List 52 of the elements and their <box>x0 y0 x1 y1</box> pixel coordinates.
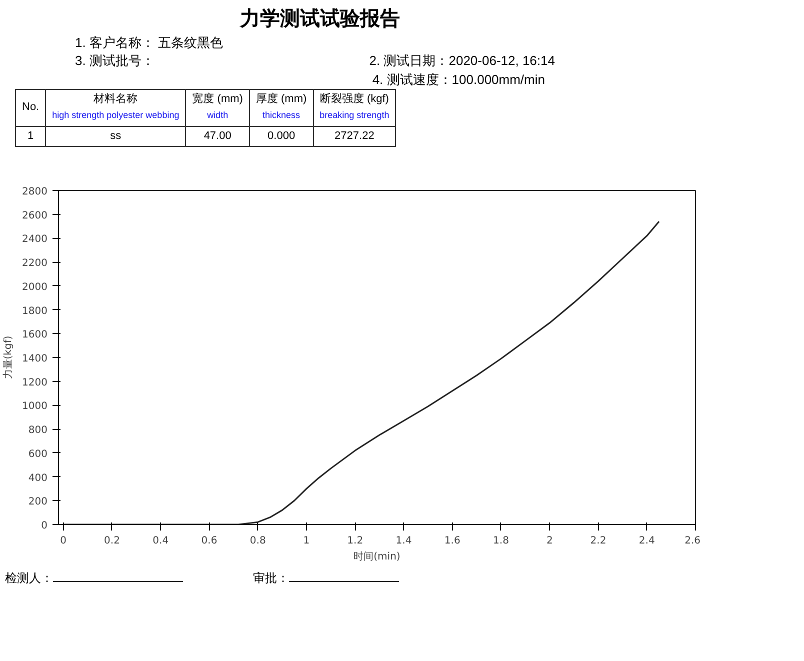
x-tick-label: 0 <box>60 536 67 546</box>
text: 2727.22 <box>313 126 396 147</box>
x-tick-label: 0.6 <box>201 536 218 546</box>
x-tick-label: 0.2 <box>104 536 120 546</box>
y-tick-label: 1800 <box>22 306 48 317</box>
y-tick-label: 1400 <box>22 354 48 364</box>
x-axis-title: 时间(min) <box>354 550 400 562</box>
x-tick-label: 1.6 <box>444 536 460 546</box>
text: 47.00 <box>186 126 250 147</box>
y-tick-label: 800 <box>28 425 48 436</box>
text: 断裂强度 (kgf) <box>320 93 389 106</box>
y-tick-label: 1000 <box>22 401 48 412</box>
x-tick-label: 2.4 <box>638 536 655 546</box>
y-tick-label: 600 <box>28 448 48 460</box>
x-tick-label: 2 <box>546 536 553 546</box>
chart-title: 力学测试试验报告 <box>238 7 401 32</box>
text: 1. 客户名称： 五条纹黑色 <box>75 34 224 52</box>
text: 3. 测试批号： <box>75 52 154 70</box>
text: 0.000 <box>249 126 314 147</box>
y-tick-label: 2000 <box>22 282 48 293</box>
text: 4. 测试速度：100.000mm/min <box>371 70 546 89</box>
x-tick-label: 1.8 <box>493 536 509 546</box>
x-tick-label: 1 <box>303 536 310 546</box>
text: 检测人： <box>5 571 54 585</box>
x-tick-label: 2.2 <box>590 536 606 546</box>
text: 厚度 (mm) <box>256 93 307 106</box>
text: 1 <box>16 126 46 147</box>
x-tick-label: 0.8 <box>250 536 266 546</box>
y-tick-label: 2400 <box>22 234 48 246</box>
text: high strength polyester webbing <box>52 110 180 120</box>
y-tick-label: 1200 <box>22 377 48 388</box>
text: ss <box>46 126 186 147</box>
y-tick-label: 200 <box>28 496 48 508</box>
x-tick-label: 0.4 <box>152 536 169 546</box>
text: 审批： <box>253 571 290 585</box>
text: No. <box>16 90 46 126</box>
x-tick-label: 2.6 <box>684 536 701 546</box>
y-axis-title: 力量(kgf) <box>2 336 14 380</box>
text: thickness <box>262 110 300 120</box>
x-tick-label: 1.4 <box>396 536 412 546</box>
y-tick-label: 400 <box>28 472 48 484</box>
text: width <box>207 110 228 120</box>
x-tick-label: 1.2 <box>347 536 364 546</box>
y-tick-label: 1600 <box>22 330 48 341</box>
y-tick-label: 2800 <box>22 186 48 198</box>
text: breaking strength <box>320 110 390 120</box>
text: 2. 测试日期：2020-06-12, 16:14 <box>369 52 555 70</box>
y-tick-label: 2200 <box>22 258 48 270</box>
text: 材料名称 <box>94 93 138 106</box>
text: 宽度 (mm) <box>192 93 243 106</box>
y-tick-label: 2600 <box>22 210 48 222</box>
y-tick-label: 0 <box>41 520 48 532</box>
